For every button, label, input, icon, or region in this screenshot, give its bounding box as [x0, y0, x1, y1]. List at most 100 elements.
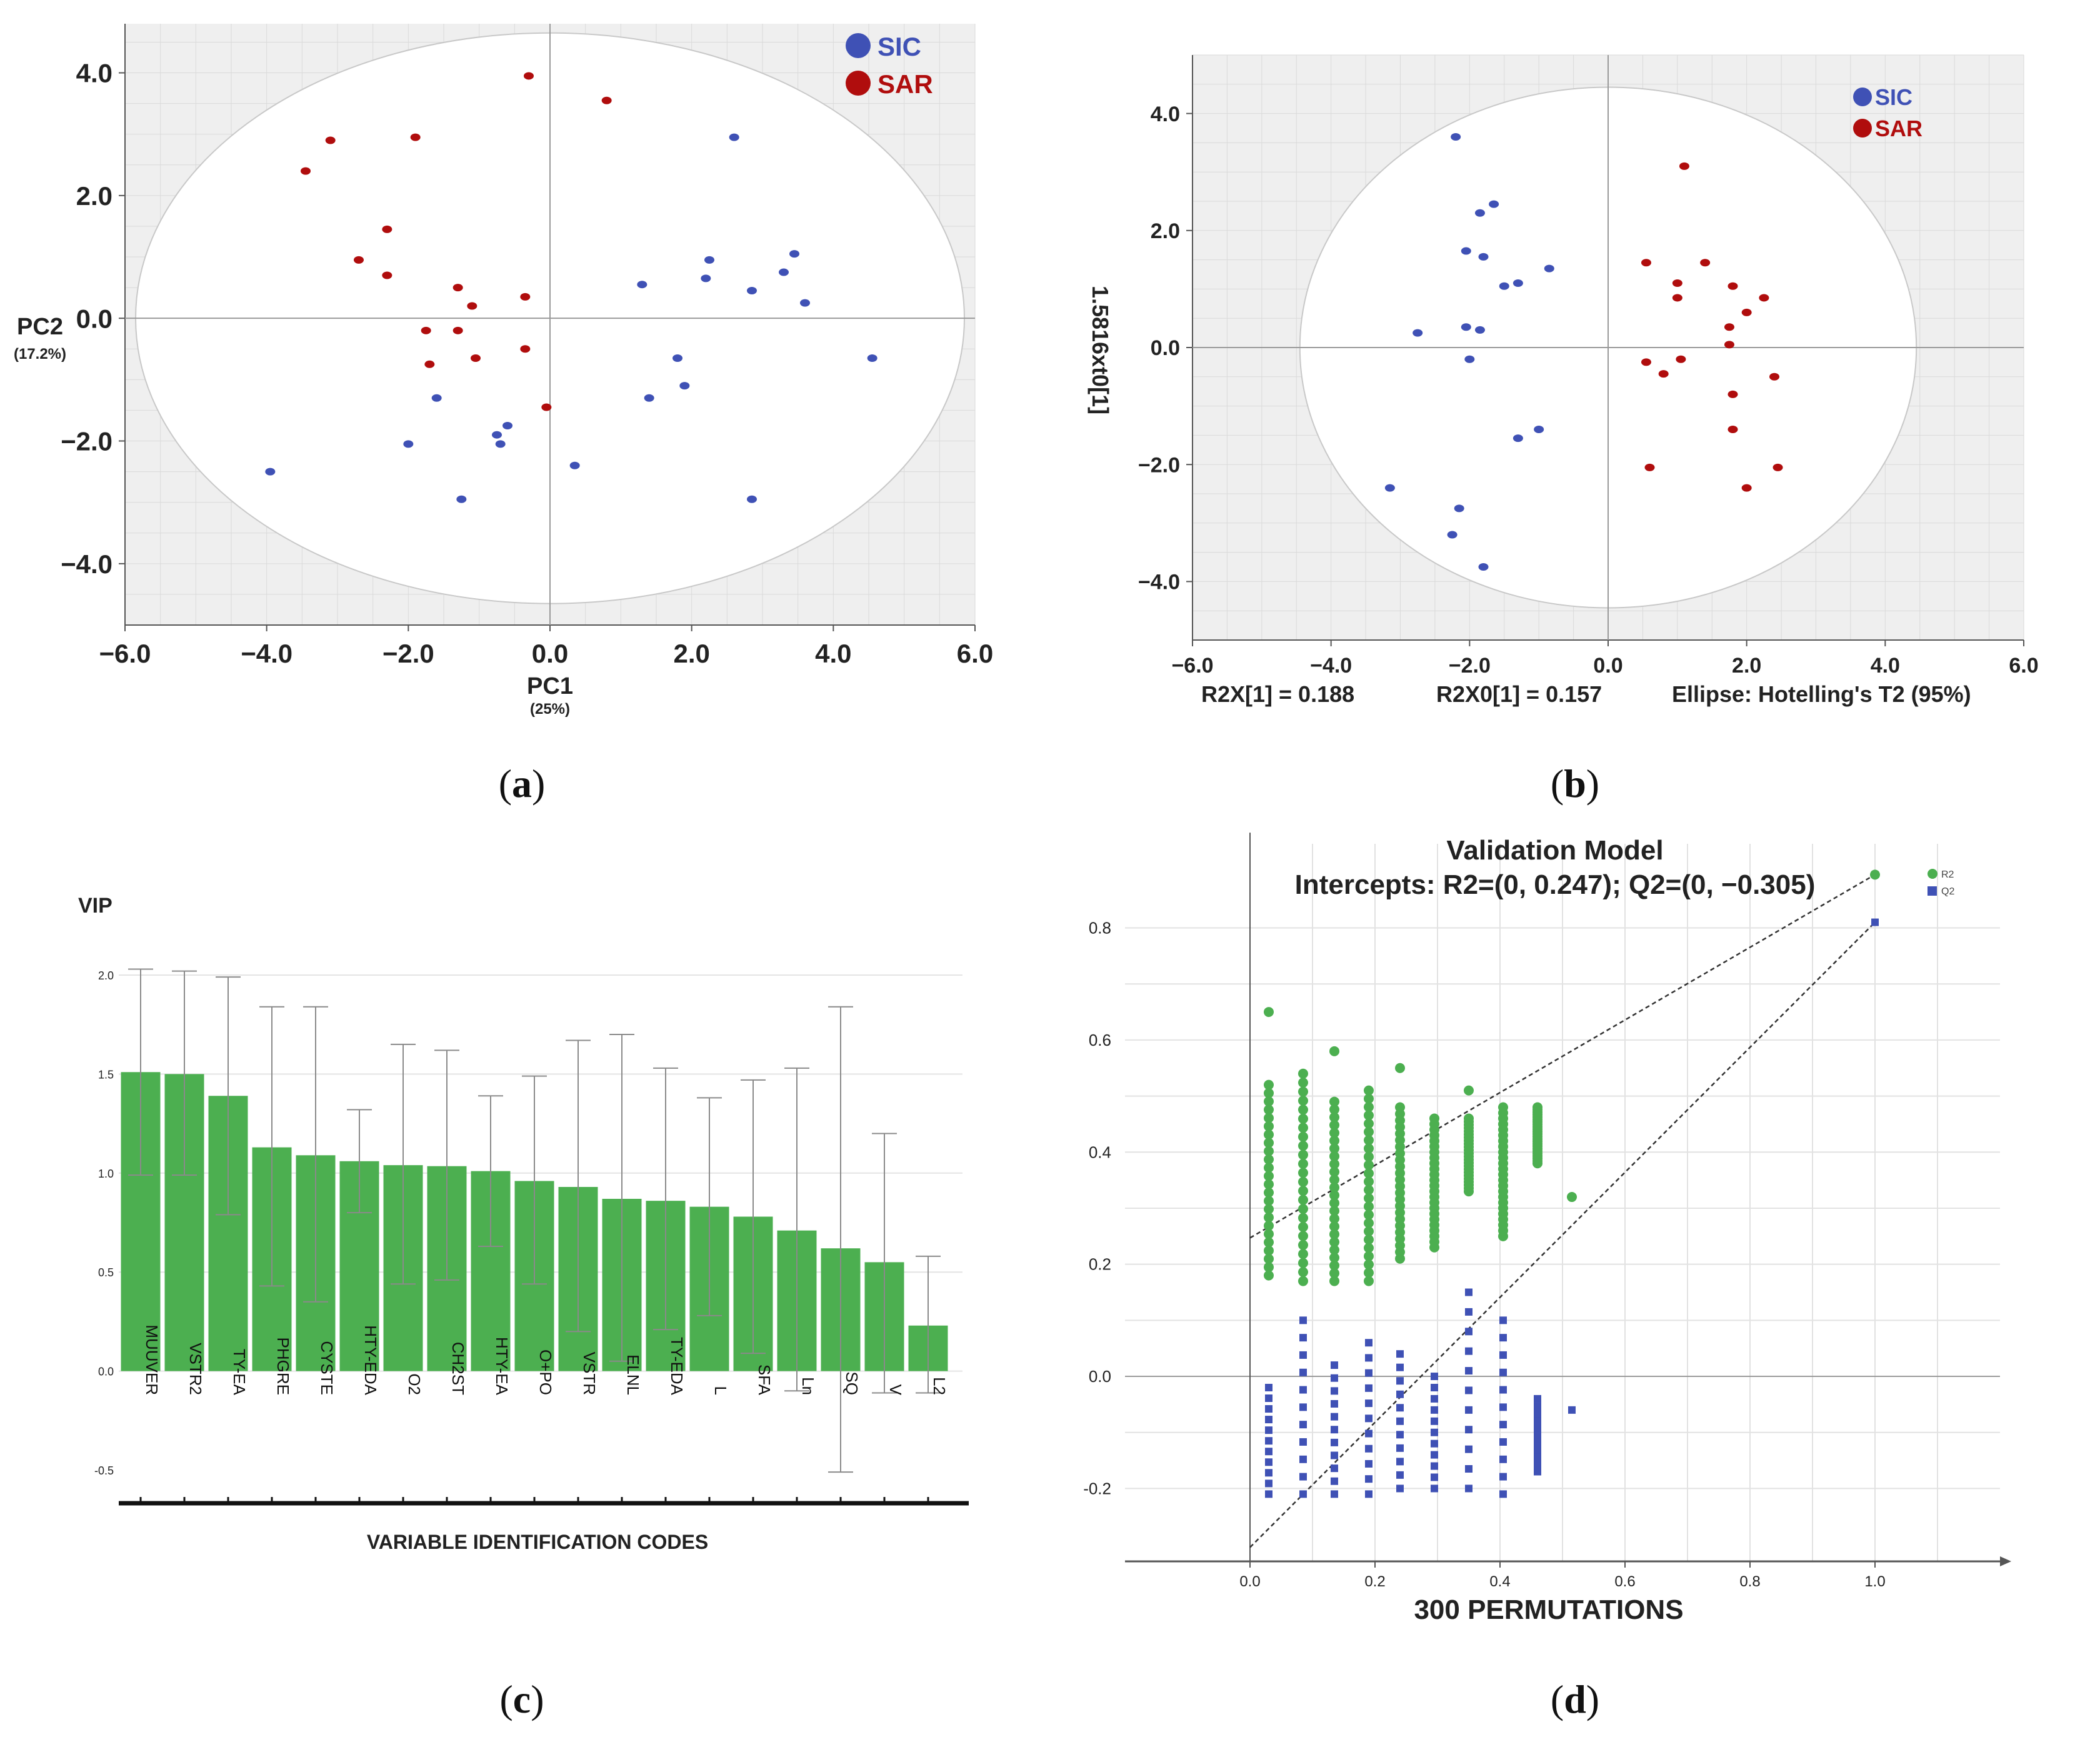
panel-a-point-sic	[779, 268, 789, 276]
panel-a-caption: (a)	[499, 761, 546, 806]
panel-d-r2-point	[1364, 1243, 1374, 1253]
panel-d-r2-point	[1364, 1209, 1374, 1220]
panel-d-r2-point	[1298, 1221, 1308, 1232]
panel-d-q2-point	[1396, 1444, 1404, 1452]
panel-d-caption: (d)	[1551, 1677, 1599, 1721]
panel-d-r2-point	[1329, 1253, 1339, 1263]
panel-d-r2-point	[1329, 1159, 1339, 1169]
panel-a-x-axis-label: PC1	[527, 673, 573, 699]
panel-d-r2-point	[1364, 1234, 1374, 1245]
panel-c-x-tick-label: L	[711, 1386, 730, 1395]
panel-d-x-axis-label: 300 PERMUTATIONS	[1414, 1594, 1683, 1625]
panel-a-y-axis-sublabel: (17.2%)	[14, 346, 66, 363]
panel-d-y-tick-labels: 0.8 0.6 0.4 0.2 0.0 -0.2	[1083, 919, 1111, 1498]
panel-d-q2-point	[1534, 1453, 1541, 1461]
panel-d-r2-point	[1264, 1196, 1274, 1206]
panel-d-q2-point	[1465, 1308, 1472, 1316]
panel-d-q2-point	[1299, 1386, 1307, 1394]
panel-d-q2-point	[1396, 1431, 1404, 1439]
panel-d-q2-point	[1465, 1386, 1472, 1394]
panel-d-q2-point	[1365, 1384, 1372, 1392]
panel-d-q2-point	[1465, 1406, 1472, 1414]
panel-d-q2-point	[1299, 1351, 1307, 1359]
panel-d-r2-point	[1298, 1204, 1308, 1214]
panel-a-pca-scores: −6.0 −4.0 −2.0 0.0 2.0 4.0 6.0 4.0 2.0 0.0 −2.0 −4…	[14, 24, 993, 806]
panel-d-r2-point	[1329, 1190, 1339, 1201]
panel-d-q2-point	[1431, 1417, 1438, 1425]
panel-d-q2-point	[1265, 1426, 1272, 1434]
panel-a-point-sar	[452, 284, 463, 292]
panel-d-r2-point	[1298, 1104, 1308, 1115]
panel-a-point-sic	[729, 133, 739, 141]
panel-c-x-tick-label: VSTR	[580, 1352, 599, 1395]
panel-d-r2-point	[1264, 1154, 1274, 1164]
panel-d-q2-point	[1365, 1490, 1372, 1498]
panel-d-r2-point	[1264, 1245, 1274, 1256]
panel-d-r2-point	[1329, 1128, 1339, 1138]
panel-d-q2-point	[1396, 1363, 1404, 1371]
panel-d-x-tick-label: 1.0	[1864, 1573, 1885, 1590]
panel-d-q2-point	[1396, 1404, 1404, 1412]
panel-a-point-sar	[424, 360, 435, 368]
panel-b-point-sar	[1741, 484, 1752, 492]
panel-d-q2-point	[1534, 1409, 1541, 1418]
panel-d-q2-point	[1534, 1446, 1541, 1454]
panel-d-x-tick-label: 0.2	[1364, 1573, 1385, 1590]
panel-d-legend-r2-label: R2	[1941, 869, 1954, 880]
panel-d-x-axis-arrow	[2000, 1556, 2011, 1566]
panel-b-y-tick-label: 2.0	[1151, 219, 1180, 243]
panel-d-x-tick-label: 0.4	[1489, 1573, 1510, 1590]
panel-b-point-sar	[1672, 279, 1682, 288]
panel-a-point-sic	[265, 468, 276, 476]
panel-b-caption: (b)	[1551, 761, 1599, 806]
panel-a-points	[265, 72, 878, 503]
panel-b-point-sic	[1384, 484, 1395, 492]
panel-a-x-tick-label: −4.0	[241, 639, 292, 668]
panel-d-r2-point	[1264, 1007, 1274, 1018]
panel-b-point-sar	[1679, 162, 1689, 170]
panel-b-legend-sic-label: SIC	[1875, 84, 1912, 110]
panel-d-q2-point	[1365, 1475, 1372, 1483]
panel-a-y-axis-label: PC2	[17, 314, 63, 340]
panel-b-x-tick-label: 0.0	[1593, 654, 1622, 678]
panel-d-q2-point	[1534, 1402, 1541, 1410]
panel-d-points	[1264, 869, 1880, 1498]
panel-d-q2-point	[1299, 1421, 1307, 1429]
panel-b-y-tick-label: 0.0	[1151, 336, 1180, 360]
panel-d-q2-point	[1465, 1465, 1472, 1473]
panel-d-q2-point	[1365, 1339, 1372, 1347]
panel-c-x-tick-label: HTY-EDA	[361, 1325, 380, 1395]
panel-d-q2-point	[1568, 1406, 1576, 1414]
panel-b-point-sic	[1454, 504, 1464, 513]
panel-c-x-tick-label: CH2ST	[449, 1342, 468, 1395]
panel-d-q2-point	[1499, 1316, 1507, 1324]
panel-d-r2-point	[1264, 1204, 1274, 1214]
panel-d-r2-point	[1298, 1186, 1308, 1196]
panel-a-legend-sic-marker	[846, 33, 871, 58]
panel-d-r2-point	[1329, 1213, 1339, 1224]
panel-d-r2-point	[1364, 1135, 1374, 1146]
panel-a-y-tick-labels: 4.0 2.0 0.0 −2.0 −4.0	[61, 59, 125, 579]
panel-b-point-sar	[1658, 370, 1669, 378]
panel-d-r2-point	[1264, 1163, 1274, 1173]
panel-a-point-sar	[382, 225, 392, 233]
panel-d-q2-point	[1299, 1316, 1307, 1324]
panel-d-r2-point	[1329, 1182, 1339, 1193]
panel-a-point-sic	[701, 274, 711, 283]
panel-d-r2-regression-line	[1249, 874, 1876, 1239]
panel-a-legend-sar-label: SAR	[878, 69, 933, 99]
panel-b-point-sar	[1641, 259, 1651, 267]
panel-c-x-tick-label: SFA	[755, 1364, 774, 1396]
panel-a-point-sic	[569, 461, 580, 469]
panel-c-x-tick-label: CYSTE	[318, 1341, 336, 1395]
panel-d-q2-point	[1265, 1490, 1272, 1498]
panel-c-x-tick-label: L2	[930, 1377, 949, 1395]
panel-c-y-tick-label: 0.0	[98, 1366, 114, 1378]
panel-d-r2-point	[1364, 1201, 1374, 1212]
panel-d-q2-point	[1499, 1351, 1507, 1359]
panel-b-point-sar	[1676, 355, 1686, 363]
panel-c-vip-bar-chart: 2.0 1.5 1.0 0.5 0.0 -0.5 MUUVER VSTR2 TY-EA PHGR…	[78, 894, 969, 1721]
panel-d-q2-point	[1299, 1334, 1307, 1342]
panel-a-y-tick-label: −2.0	[61, 427, 112, 456]
panel-d-q2-point	[1365, 1369, 1372, 1377]
